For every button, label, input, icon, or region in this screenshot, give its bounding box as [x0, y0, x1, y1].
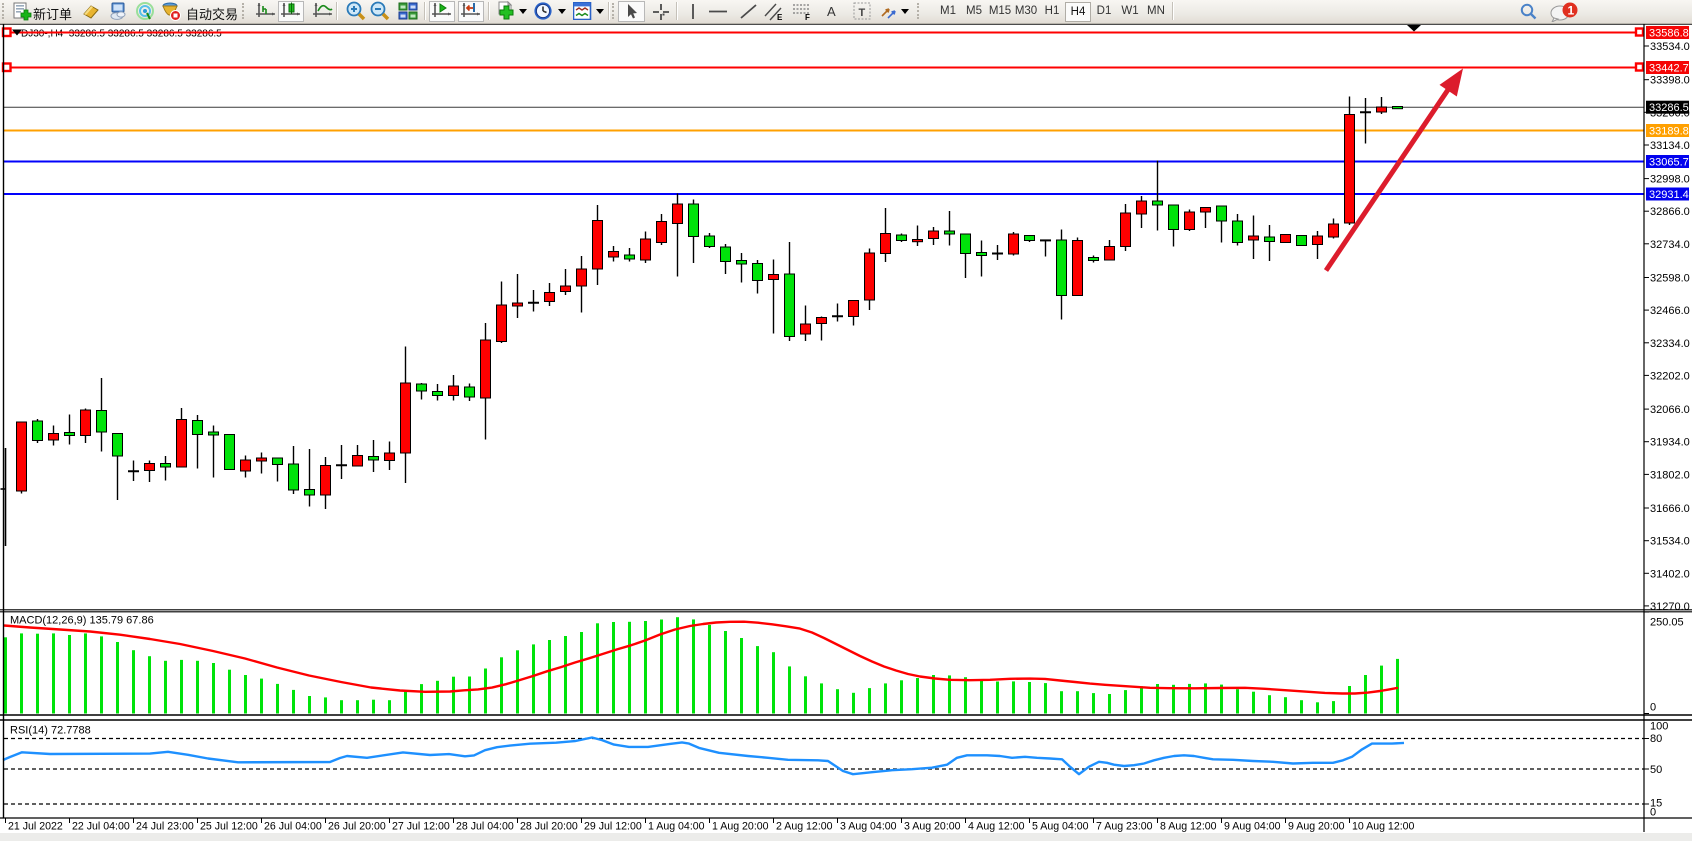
- svg-text:31534.0: 31534.0: [1650, 536, 1690, 548]
- svg-text:32466.0: 32466.0: [1650, 305, 1690, 317]
- svg-text:50: 50: [1650, 764, 1662, 776]
- svg-text:32866.0: 32866.0: [1650, 206, 1690, 218]
- svg-text:0: 0: [1650, 807, 1656, 819]
- svg-text:27 Jul 12:00: 27 Jul 12:00: [392, 821, 450, 833]
- svg-text:F: F: [805, 13, 810, 22]
- svg-text:28 Jul 20:00: 28 Jul 20:00: [520, 821, 578, 833]
- svg-text:2 Aug 12:00: 2 Aug 12:00: [776, 821, 833, 833]
- svg-text:33534.0: 33534.0: [1650, 41, 1690, 53]
- svg-text:1: 1: [1568, 4, 1575, 18]
- svg-text:MACD(12,26,9) 135.79 67.86: MACD(12,26,9) 135.79 67.86: [10, 615, 154, 627]
- svg-text:15: 15: [1650, 798, 1662, 810]
- svg-text:32931.4: 32931.4: [1649, 189, 1689, 201]
- svg-text:32334.0: 32334.0: [1650, 338, 1690, 350]
- svg-text:31802.0: 31802.0: [1650, 469, 1690, 481]
- svg-text:DJ30-,H4 33286.5 33286.5 3328: DJ30-,H4 33286.5 33286.5 33286.5 33286.5: [21, 29, 222, 40]
- svg-text:32998.0: 32998.0: [1650, 174, 1690, 186]
- svg-text:29 Jul 12:00: 29 Jul 12:00: [584, 821, 642, 833]
- svg-text:5 Aug 04:00: 5 Aug 04:00: [1032, 821, 1089, 833]
- svg-text:22 Jul 04:00: 22 Jul 04:00: [72, 821, 130, 833]
- svg-text:33286.5: 33286.5: [1649, 102, 1689, 114]
- svg-text:E: E: [777, 13, 783, 22]
- svg-text:31934.0: 31934.0: [1650, 437, 1690, 449]
- svg-text:31270.0: 31270.0: [1650, 601, 1690, 613]
- svg-text:32734.0: 32734.0: [1650, 239, 1690, 251]
- svg-text:10 Aug 12:00: 10 Aug 12:00: [1352, 821, 1415, 833]
- svg-text:100: 100: [1650, 721, 1668, 733]
- svg-text:3 Aug 20:00: 3 Aug 20:00: [904, 821, 961, 833]
- svg-text:33134.0: 33134.0: [1650, 140, 1690, 152]
- svg-text:0: 0: [1650, 702, 1656, 714]
- svg-text:31402.0: 31402.0: [1650, 568, 1690, 580]
- svg-text:28 Jul 04:00: 28 Jul 04:00: [456, 821, 514, 833]
- svg-text:33398.0: 33398.0: [1650, 75, 1690, 87]
- svg-text:T: T: [859, 7, 866, 19]
- svg-text:7 Aug 23:00: 7 Aug 23:00: [1096, 821, 1153, 833]
- svg-text:32202.0: 32202.0: [1650, 370, 1690, 382]
- svg-text:9 Aug 04:00: 9 Aug 04:00: [1224, 821, 1281, 833]
- svg-text:1 Aug 20:00: 1 Aug 20:00: [712, 821, 769, 833]
- svg-text:80: 80: [1650, 733, 1662, 745]
- svg-text:33442.7: 33442.7: [1649, 63, 1689, 75]
- svg-text:8 Aug 12:00: 8 Aug 12:00: [1160, 821, 1217, 833]
- svg-text:32598.0: 32598.0: [1650, 273, 1690, 285]
- svg-text:24 Jul 23:00: 24 Jul 23:00: [136, 821, 194, 833]
- svg-text:3 Aug 04:00: 3 Aug 04:00: [840, 821, 897, 833]
- svg-text:250.05: 250.05: [1650, 617, 1684, 629]
- svg-text:RSI(14) 72.7788: RSI(14) 72.7788: [10, 725, 91, 737]
- svg-text:4 Aug 12:00: 4 Aug 12:00: [968, 821, 1025, 833]
- svg-text:33189.8: 33189.8: [1649, 126, 1689, 138]
- svg-text:26 Jul 04:00: 26 Jul 04:00: [264, 821, 322, 833]
- svg-text:26 Jul 20:00: 26 Jul 20:00: [328, 821, 386, 833]
- svg-text:32066.0: 32066.0: [1650, 404, 1690, 416]
- svg-text:33586.8: 33586.8: [1649, 28, 1689, 40]
- svg-text:9 Aug 20:00: 9 Aug 20:00: [1288, 821, 1345, 833]
- svg-text:33065.7: 33065.7: [1649, 157, 1689, 169]
- svg-text:21 Jul 2022: 21 Jul 2022: [8, 821, 63, 833]
- svg-text:31666.0: 31666.0: [1650, 503, 1690, 515]
- svg-text:25 Jul 12:00: 25 Jul 12:00: [200, 821, 258, 833]
- svg-text:1 Aug 04:00: 1 Aug 04:00: [648, 821, 705, 833]
